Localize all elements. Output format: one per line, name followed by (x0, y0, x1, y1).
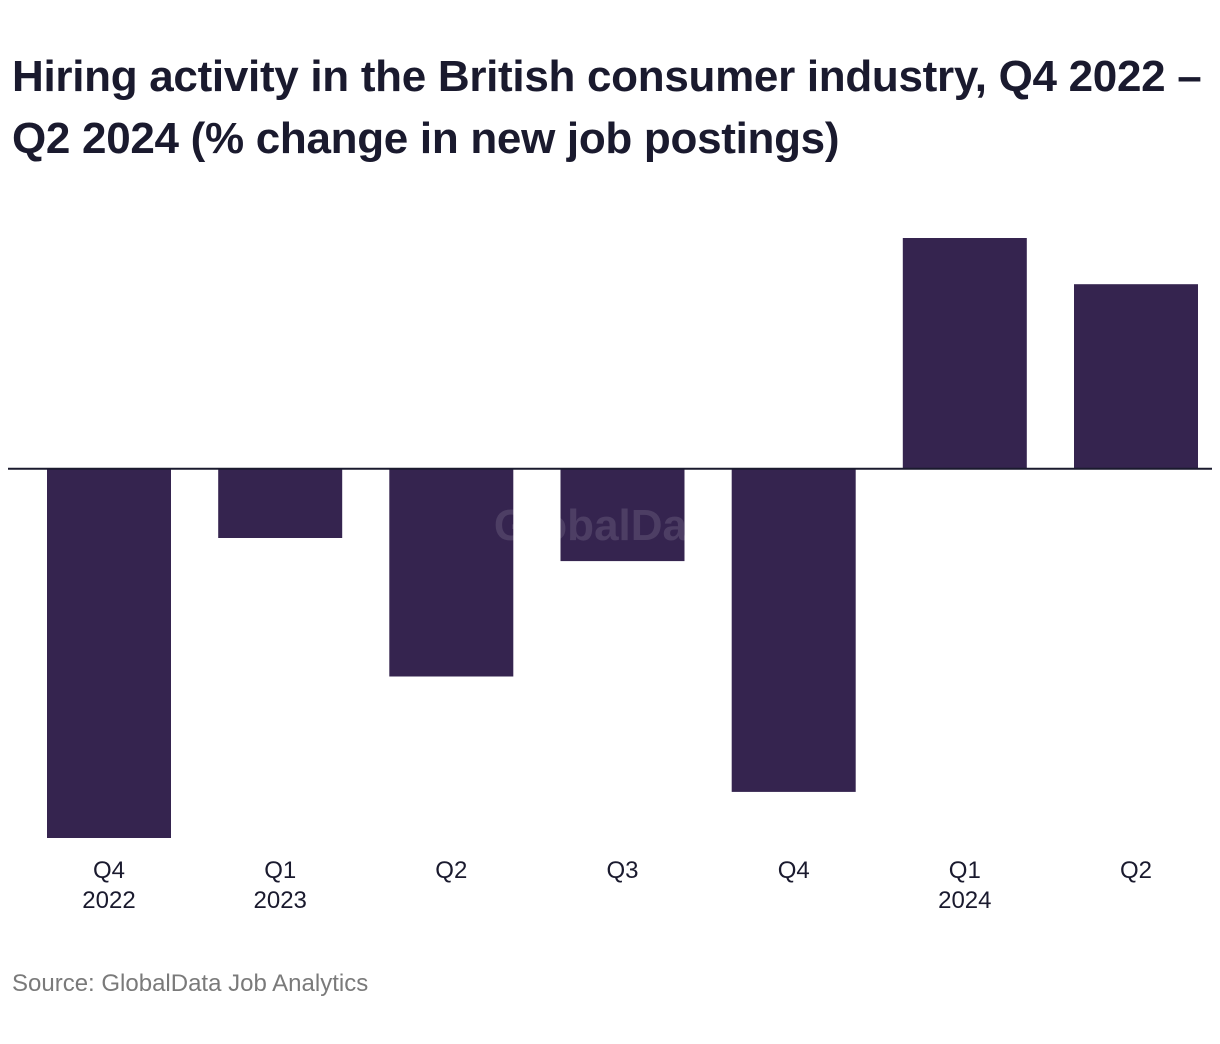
x-tick-label-quarter: Q2 (1120, 857, 1152, 884)
watermark: GlobalData (494, 501, 727, 550)
bars-layer (47, 238, 1198, 838)
x-tick-label-quarter: Q1 (264, 857, 296, 884)
x-tick-label-quarter: Q3 (606, 857, 638, 884)
x-tick-labels: Q4 2022 Q1 2023 Q2 Q3 Q4 Q1 2024 Q2 (82, 857, 1152, 914)
bar-q1-2023 (218, 468, 343, 538)
bar-q2-2024 (1074, 284, 1198, 469)
bar-q1-2024 (902, 238, 1027, 469)
x-tick-label-quarter: Q4 (93, 857, 125, 884)
bar-q2-2023 (389, 468, 514, 677)
x-tick-label-quarter: Q1 (949, 857, 981, 884)
x-tick-label-quarter: Q4 (778, 857, 810, 884)
x-tick-label-year: 2023 (254, 887, 307, 914)
x-tick-label-quarter: Q2 (435, 857, 467, 884)
bar-q4-2023 (731, 468, 856, 792)
bar-q3-2023 (560, 468, 685, 562)
x-tick-label-year: 2024 (938, 887, 991, 914)
source-note: Source: GlobalData Job Analytics (12, 970, 369, 997)
x-tick-label-year: 2022 (82, 887, 135, 914)
bar-q4-2022 (47, 468, 171, 838)
chart-title: Hiring activity in the British consumer … (12, 52, 1202, 163)
